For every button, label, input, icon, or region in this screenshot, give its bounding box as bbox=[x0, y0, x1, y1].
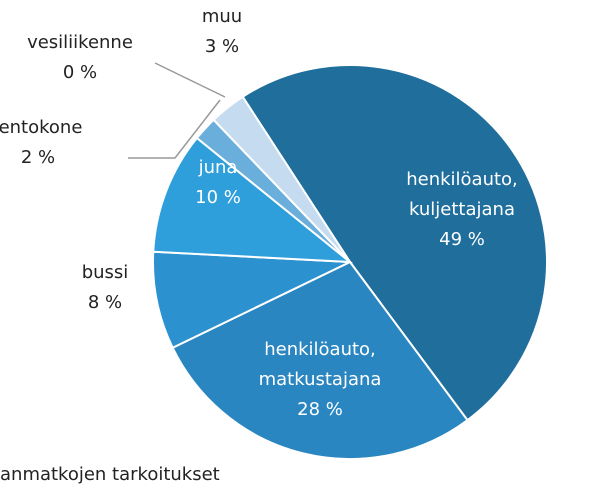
value-label: 49 % bbox=[439, 229, 485, 250]
pie-slice bbox=[152, 250, 351, 350]
value-label: 8 % bbox=[88, 292, 122, 313]
value-label: 10 % bbox=[195, 187, 241, 208]
slice-label: juna bbox=[198, 157, 238, 178]
pie-slice bbox=[212, 95, 351, 263]
value-label: 3 % bbox=[205, 36, 239, 57]
slice-label: lentokone bbox=[0, 117, 82, 138]
caption: anmatkojen tarkoitukset bbox=[0, 464, 220, 484]
slice-label: vesiliikenne bbox=[27, 32, 133, 53]
leader-line bbox=[154, 62, 226, 98]
pie-slice bbox=[171, 260, 469, 460]
slice-label: bussi bbox=[82, 262, 129, 283]
slice-label: henkilöauto, matkustajana bbox=[259, 339, 382, 390]
leader-line bbox=[128, 99, 221, 159]
pie-slice bbox=[152, 136, 354, 264]
slice-label: muu bbox=[202, 6, 242, 27]
slice-label: henkilöauto, kuljettajana bbox=[406, 169, 518, 220]
value-label: 0 % bbox=[63, 62, 97, 83]
value-label: 28 % bbox=[297, 399, 343, 420]
pie-slice bbox=[241, 64, 548, 422]
value-label: 2 % bbox=[21, 147, 55, 168]
